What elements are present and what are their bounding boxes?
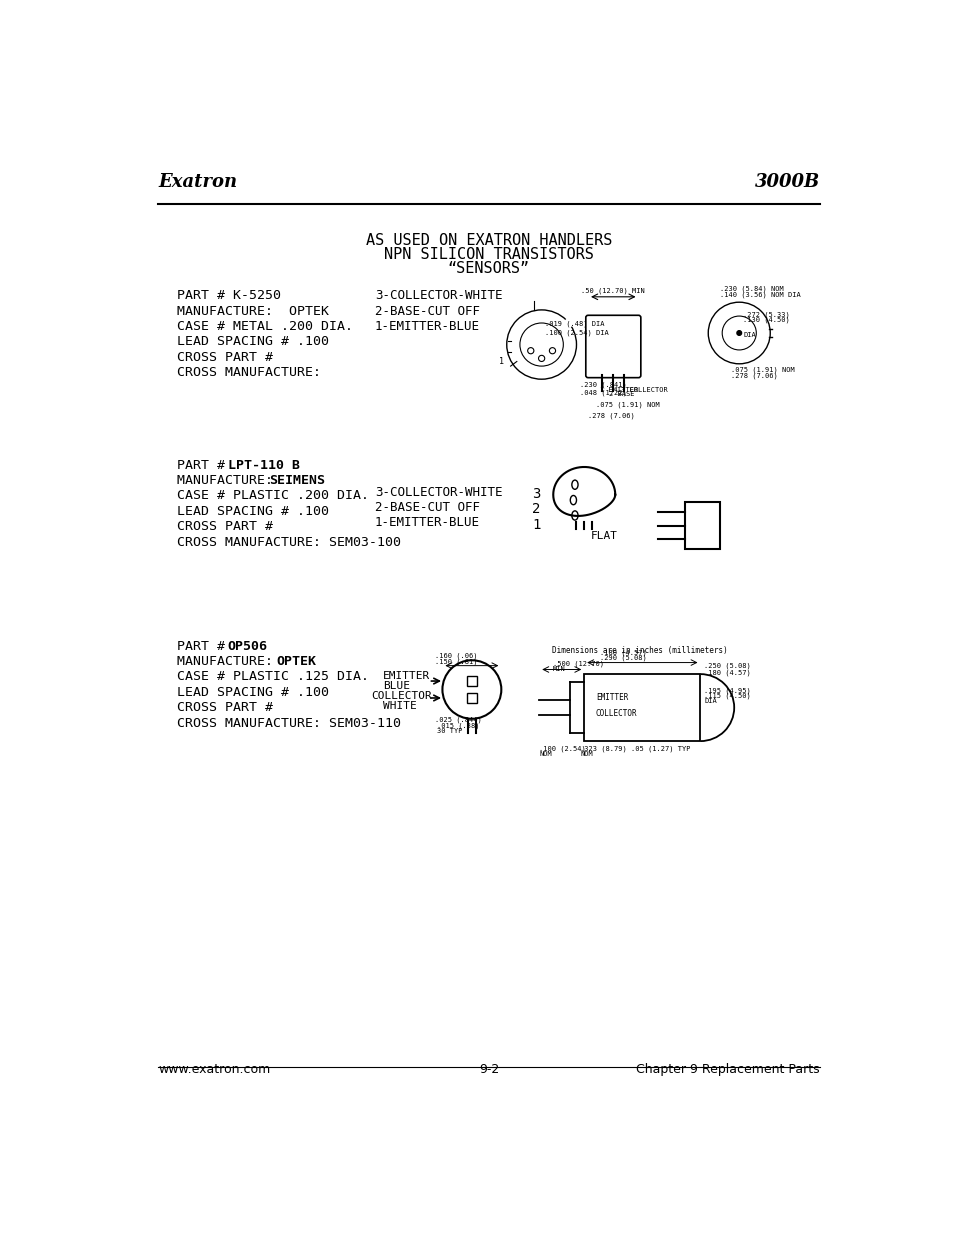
Text: .195 (4.95): .195 (4.95) bbox=[703, 688, 750, 694]
Text: .140 (3.56) NOM DIA: .140 (3.56) NOM DIA bbox=[720, 291, 800, 298]
Text: CROSS PART #: CROSS PART # bbox=[177, 520, 274, 534]
Text: AS USED ON EXATRON HANDLERS: AS USED ON EXATRON HANDLERS bbox=[365, 233, 612, 248]
Text: NOM: NOM bbox=[579, 751, 593, 757]
Text: CROSS PART #: CROSS PART # bbox=[177, 351, 274, 364]
Text: .019 (.48) DIA: .019 (.48) DIA bbox=[545, 320, 604, 327]
Text: 3 COLLECTOR: 3 COLLECTOR bbox=[620, 387, 667, 393]
Text: 3-COLLECTOR-WHITE: 3-COLLECTOR-WHITE bbox=[375, 289, 502, 303]
Circle shape bbox=[736, 331, 740, 336]
Text: www.exatron.com: www.exatron.com bbox=[158, 1063, 270, 1076]
Text: PART #: PART # bbox=[177, 640, 233, 652]
Text: 2-BASE-CUT OFF: 2-BASE-CUT OFF bbox=[375, 305, 479, 317]
Text: .500 (12.70): .500 (12.70) bbox=[553, 661, 603, 667]
Text: 3: 3 bbox=[532, 487, 540, 501]
Text: Exatron: Exatron bbox=[158, 173, 237, 190]
Bar bbox=[466, 676, 476, 685]
Text: 30 TYP: 30 TYP bbox=[437, 727, 462, 734]
Text: .015 (.38): .015 (.38) bbox=[436, 722, 478, 729]
Text: MIN: MIN bbox=[553, 666, 565, 672]
Text: 9-2: 9-2 bbox=[478, 1063, 498, 1076]
Text: 1-EMITTER-BLUE: 1-EMITTER-BLUE bbox=[375, 516, 479, 530]
Text: .230 (5.84) NOM: .230 (5.84) NOM bbox=[720, 285, 782, 293]
Text: OPTEK: OPTEK bbox=[276, 655, 316, 668]
Text: LPT-110 B: LPT-110 B bbox=[228, 458, 299, 472]
Text: EMITTER: EMITTER bbox=[382, 671, 430, 680]
Text: CROSS MANUFACTURE: SEM03-110: CROSS MANUFACTURE: SEM03-110 bbox=[177, 716, 401, 730]
Text: CASE # PLASTIC .125 DIA.: CASE # PLASTIC .125 DIA. bbox=[177, 671, 369, 683]
Text: “SENSORS”: “SENSORS” bbox=[447, 261, 530, 275]
Text: .048 (1.22): .048 (1.22) bbox=[579, 389, 626, 396]
Bar bbox=[466, 693, 476, 704]
Text: OP506: OP506 bbox=[228, 640, 268, 652]
Text: .50 (12.70) MIN: .50 (12.70) MIN bbox=[580, 288, 644, 294]
Text: FLAT: FLAT bbox=[590, 531, 617, 541]
Text: 3-COLLECTOR-WHITE: 3-COLLECTOR-WHITE bbox=[375, 485, 502, 499]
Text: 1: 1 bbox=[532, 517, 540, 531]
Text: LEAD SPACING # .100: LEAD SPACING # .100 bbox=[177, 685, 329, 699]
Text: .05 (1.27) TYP: .05 (1.27) TYP bbox=[630, 746, 690, 752]
Circle shape bbox=[563, 319, 573, 327]
Text: .025 (.844): .025 (.844) bbox=[435, 716, 481, 724]
Bar bbox=[684, 503, 720, 548]
Text: 1 EMITTER: 1 EMITTER bbox=[599, 387, 638, 393]
Text: PART # K-5250: PART # K-5250 bbox=[177, 289, 281, 303]
Text: 3000B: 3000B bbox=[754, 173, 819, 190]
Text: .272 (5.33): .272 (5.33) bbox=[742, 311, 789, 317]
Text: .278 (7.06): .278 (7.06) bbox=[731, 373, 778, 379]
Text: .075 (1.91) NOM: .075 (1.91) NOM bbox=[596, 401, 659, 408]
Text: .130 (4.50): .130 (4.50) bbox=[742, 316, 789, 322]
Bar bbox=[583, 674, 700, 741]
Text: .160 (.06): .160 (.06) bbox=[435, 653, 477, 659]
Text: WHITE: WHITE bbox=[382, 700, 416, 710]
Text: DIA: DIA bbox=[742, 332, 755, 338]
Text: 2-BASE-CUT OFF: 2-BASE-CUT OFF bbox=[375, 501, 479, 514]
Text: .230 (.841): .230 (.841) bbox=[579, 382, 626, 388]
Text: COLLECTOR: COLLECTOR bbox=[596, 709, 637, 718]
Text: .278 (7.06): .278 (7.06) bbox=[587, 412, 634, 419]
Text: NOM: NOM bbox=[538, 751, 552, 757]
Text: .323 (8.79): .323 (8.79) bbox=[579, 746, 626, 752]
Text: NPN SILICON TRANSISTORS: NPN SILICON TRANSISTORS bbox=[384, 247, 593, 262]
Text: .150 (.81): .150 (.81) bbox=[435, 658, 477, 664]
Text: .180 (4.57): .180 (4.57) bbox=[599, 650, 646, 656]
Text: EMITTER: EMITTER bbox=[596, 693, 628, 703]
Text: 1-EMITTER-BLUE: 1-EMITTER-BLUE bbox=[375, 320, 479, 333]
Text: CROSS PART #: CROSS PART # bbox=[177, 701, 274, 714]
Text: MANUFACTURE:: MANUFACTURE: bbox=[177, 655, 289, 668]
Text: CROSS MANUFACTURE:: CROSS MANUFACTURE: bbox=[177, 367, 321, 379]
Text: CASE # METAL .200 DIA.: CASE # METAL .200 DIA. bbox=[177, 320, 353, 333]
Text: BLUE: BLUE bbox=[382, 680, 410, 690]
Text: SEIMENS: SEIMENS bbox=[269, 474, 324, 487]
Text: Chapter 9 Replacement Parts: Chapter 9 Replacement Parts bbox=[636, 1063, 819, 1076]
Text: LEAD SPACING # .100: LEAD SPACING # .100 bbox=[177, 336, 329, 348]
Text: MANUFACTURE:: MANUFACTURE: bbox=[177, 474, 281, 487]
Text: .290 (5.08): .290 (5.08) bbox=[599, 655, 646, 661]
Text: 1: 1 bbox=[498, 357, 503, 366]
Text: PART #: PART # bbox=[177, 458, 233, 472]
Text: MANUFACTURE:  OPTEK: MANUFACTURE: OPTEK bbox=[177, 305, 329, 317]
Text: CROSS MANUFACTURE: SEM03-100: CROSS MANUFACTURE: SEM03-100 bbox=[177, 536, 401, 548]
Text: COLLECTOR: COLLECTOR bbox=[371, 690, 432, 700]
Text: 2 BASE: 2 BASE bbox=[608, 391, 634, 398]
Text: Dimensions are in inches (millimeters): Dimensions are in inches (millimeters) bbox=[551, 646, 727, 655]
Text: .180 (4.57): .180 (4.57) bbox=[703, 669, 750, 676]
Text: .100 (2.54): .100 (2.54) bbox=[538, 746, 585, 752]
Text: 2: 2 bbox=[532, 503, 540, 516]
Text: .100 (2.54) DIA: .100 (2.54) DIA bbox=[545, 330, 609, 336]
Text: CASE # PLASTIC .200 DIA.: CASE # PLASTIC .200 DIA. bbox=[177, 489, 369, 503]
Text: .075 (1.91) NOM: .075 (1.91) NOM bbox=[731, 367, 795, 373]
Text: DIA: DIA bbox=[703, 698, 717, 704]
Text: .250 (5.08): .250 (5.08) bbox=[703, 663, 750, 669]
Text: LEAD SPACING # .100: LEAD SPACING # .100 bbox=[177, 505, 329, 517]
Text: .115 (4.50): .115 (4.50) bbox=[703, 693, 750, 699]
